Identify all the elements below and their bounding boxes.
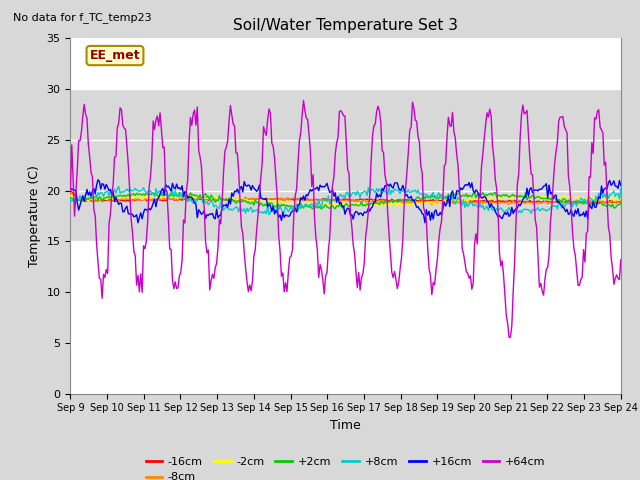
Text: EE_met: EE_met [90, 49, 140, 62]
Text: No data for f_TC_temp23: No data for f_TC_temp23 [13, 12, 152, 23]
Bar [70, 89, 621, 241]
Title: Soil/Water Temperature Set 3: Soil/Water Temperature Set 3 [233, 18, 458, 33]
Y-axis label: Temperature (C): Temperature (C) [28, 165, 41, 267]
Legend: -16cm, -8cm, -2cm, +2cm, +8cm, +16cm, +64cm: -16cm, -8cm, -2cm, +2cm, +8cm, +16cm, +6… [141, 453, 550, 480]
X-axis label: Time: Time [330, 419, 361, 432]
